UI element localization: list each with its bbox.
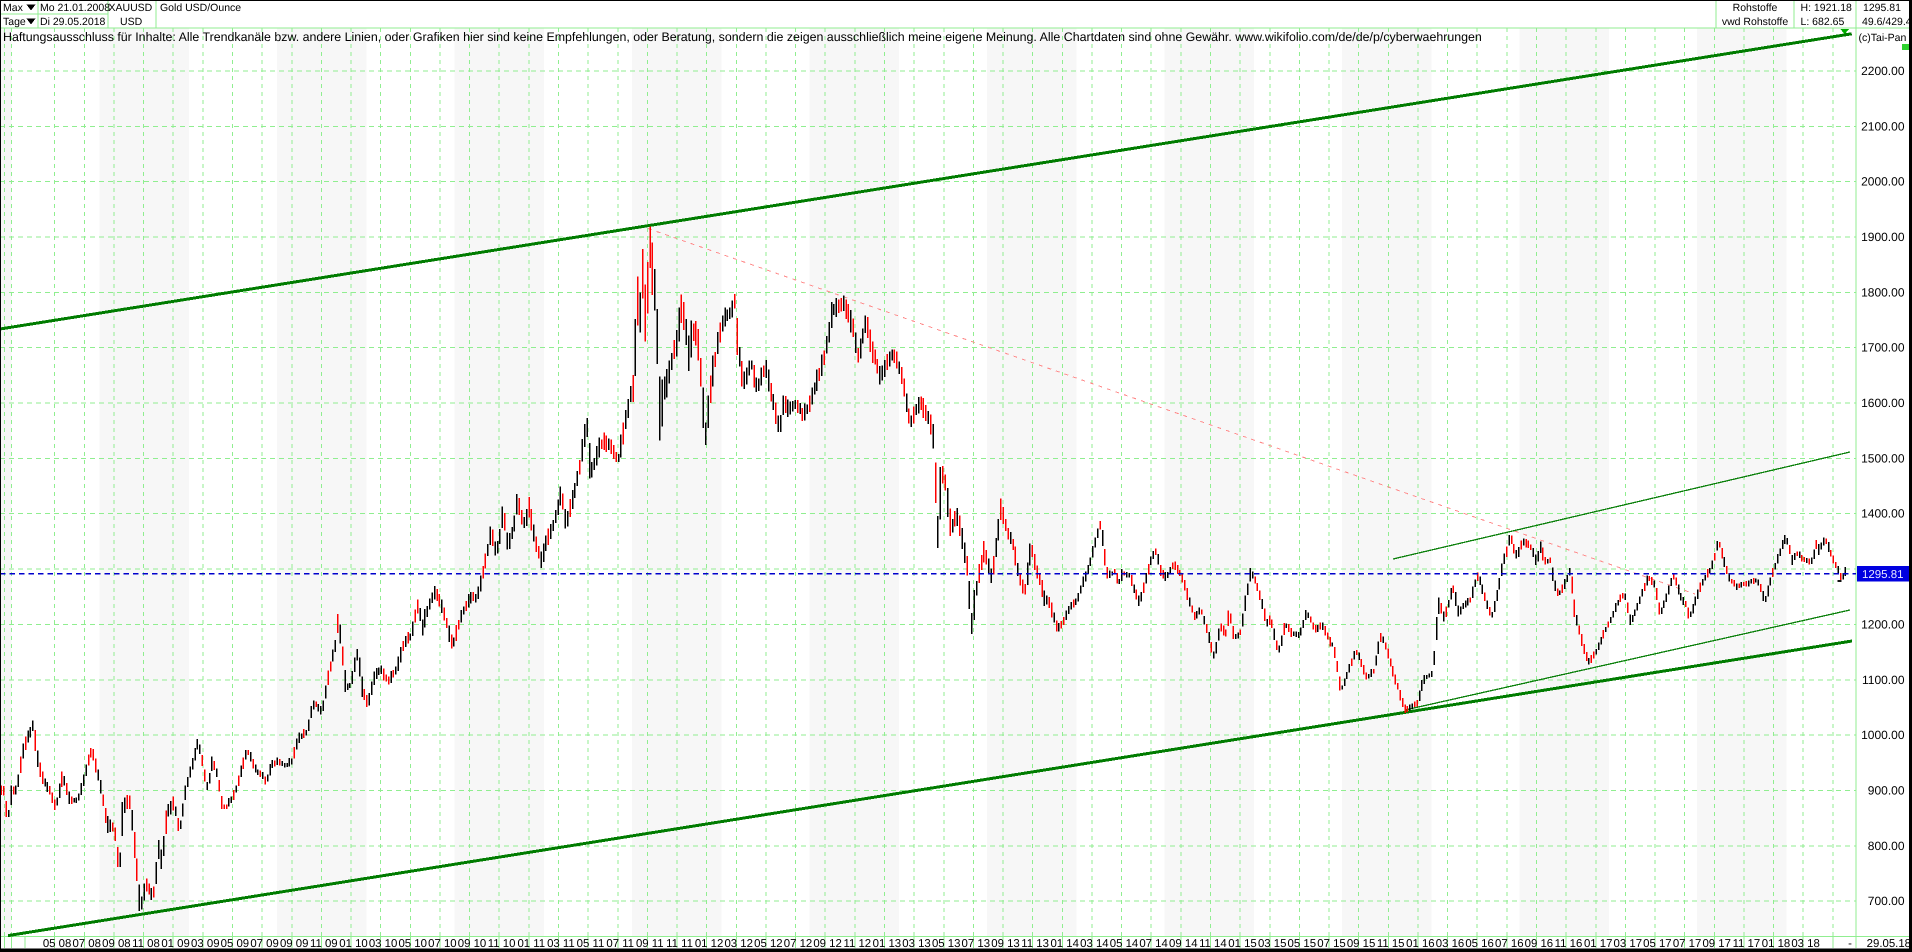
svg-text:49.6/429.4: 49.6/429.4 <box>1862 16 1912 28</box>
svg-text:09 15: 09 15 <box>1347 938 1376 950</box>
svg-text:01 12: 01 12 <box>695 938 724 950</box>
svg-text:05 10: 05 10 <box>398 938 427 950</box>
svg-text:07 11: 07 11 <box>606 938 634 950</box>
svg-text:03 17: 03 17 <box>1614 938 1643 950</box>
svg-text:05 09: 05 09 <box>221 938 250 950</box>
svg-text:09 16: 09 16 <box>1525 938 1554 950</box>
svg-text:11 08: 11 08 <box>132 938 160 950</box>
svg-text:09 17: 09 17 <box>1702 938 1731 950</box>
svg-text:05 12: 05 12 <box>754 938 783 950</box>
svg-text:09 14: 09 14 <box>1169 938 1198 950</box>
svg-text:03 16: 03 16 <box>1436 938 1465 950</box>
svg-text:03 14: 03 14 <box>1080 938 1109 950</box>
svg-text:03 10: 03 10 <box>369 938 398 950</box>
svg-text:07 16: 07 16 <box>1495 938 1524 950</box>
svg-text:01 17: 01 17 <box>1584 938 1613 950</box>
svg-text:11 14: 11 14 <box>1199 938 1227 950</box>
svg-text:11 12: 11 12 <box>843 938 871 950</box>
svg-text:900.00: 900.00 <box>1868 784 1905 798</box>
svg-text:11 16: 11 16 <box>1555 938 1583 950</box>
svg-text:07 14: 07 14 <box>1139 938 1168 950</box>
svg-text:01 11: 01 11 <box>517 938 545 950</box>
svg-text:1800.00: 1800.00 <box>1861 285 1905 299</box>
svg-text:01 09: 01 09 <box>161 938 190 950</box>
svg-text:09 11: 09 11 <box>636 938 664 950</box>
svg-text:vwd Rohstoffe: vwd Rohstoffe <box>1722 16 1789 28</box>
svg-text:01 15: 01 15 <box>1228 938 1257 950</box>
svg-text:07 09: 07 09 <box>250 938 279 950</box>
svg-text:11 09: 11 09 <box>310 938 338 950</box>
svg-text:29.05.18: 29.05.18 <box>1867 938 1911 950</box>
svg-text:03 09: 03 09 <box>191 938 220 950</box>
svg-text:07 08: 07 08 <box>72 938 101 950</box>
svg-text:05 14: 05 14 <box>1110 938 1139 950</box>
svg-text:01 18: 01 18 <box>1762 938 1791 950</box>
svg-text:07 12: 07 12 <box>784 938 813 950</box>
svg-text:07 15: 07 15 <box>1317 938 1346 950</box>
svg-text:700.00: 700.00 <box>1868 894 1905 908</box>
svg-text:11 17: 11 17 <box>1733 938 1761 950</box>
svg-text:11 11: 11 11 <box>666 938 693 950</box>
svg-text:800.00: 800.00 <box>1868 839 1905 853</box>
svg-text:07 10: 07 10 <box>428 938 457 950</box>
svg-text:11 10: 11 10 <box>488 938 516 950</box>
svg-text:07 13: 07 13 <box>962 938 991 950</box>
svg-text:-: - <box>1848 938 1852 950</box>
svg-text:1700.00: 1700.00 <box>1861 341 1905 355</box>
svg-text:Rohstoffe: Rohstoffe <box>1733 2 1778 14</box>
svg-text:2100.00: 2100.00 <box>1861 119 1905 133</box>
svg-text:Haftungsausschluss für Inhalte: Haftungsausschluss für Inhalte: Alle Tre… <box>3 30 1482 44</box>
svg-text:05 11: 05 11 <box>577 938 605 950</box>
svg-text:1900.00: 1900.00 <box>1861 230 1905 244</box>
svg-text:03 11: 03 11 <box>547 938 575 950</box>
svg-text:03 15: 03 15 <box>1258 938 1287 950</box>
svg-text:1400.00: 1400.00 <box>1861 507 1905 521</box>
svg-text:03 12: 03 12 <box>724 938 753 950</box>
svg-text:1500.00: 1500.00 <box>1861 451 1905 465</box>
svg-text:1000.00: 1000.00 <box>1861 728 1905 742</box>
svg-text:01 14: 01 14 <box>1050 938 1079 950</box>
svg-text:05 16: 05 16 <box>1465 938 1494 950</box>
svg-text:Max: Max <box>3 2 24 14</box>
svg-text:1200.00: 1200.00 <box>1861 617 1905 631</box>
svg-text:(c)Tai-Pan: (c)Tai-Pan <box>1859 32 1907 44</box>
svg-text:1100.00: 1100.00 <box>1862 673 1905 687</box>
svg-text:05 08: 05 08 <box>43 938 72 950</box>
svg-text:03 18: 03 18 <box>1791 938 1820 950</box>
svg-text:Tage: Tage <box>3 16 26 28</box>
svg-text:11 15: 11 15 <box>1377 938 1405 950</box>
svg-text:Mo 21.01.2008: Mo 21.01.2008 <box>40 2 110 14</box>
svg-text:07 17: 07 17 <box>1673 938 1702 950</box>
svg-text:09 08: 09 08 <box>102 938 131 950</box>
svg-text:09 10: 09 10 <box>458 938 487 950</box>
svg-text:USD: USD <box>120 16 143 28</box>
svg-text:01 13: 01 13 <box>873 938 902 950</box>
svg-text:XAUUSD: XAUUSD <box>109 2 153 14</box>
svg-text:09 12: 09 12 <box>813 938 842 950</box>
svg-text:1295.81: 1295.81 <box>1862 569 1904 581</box>
svg-text:L: 682.65: L: 682.65 <box>1801 16 1845 28</box>
svg-text:09 13: 09 13 <box>991 938 1020 950</box>
svg-text:01 10: 01 10 <box>339 938 368 950</box>
svg-text:11 13: 11 13 <box>1021 938 1049 950</box>
svg-text:03 13: 03 13 <box>902 938 931 950</box>
svg-text:05 17: 05 17 <box>1643 938 1672 950</box>
svg-text:05 13: 05 13 <box>932 938 961 950</box>
svg-text:05 15: 05 15 <box>1288 938 1317 950</box>
svg-text:H: 1921.18: H: 1921.18 <box>1801 2 1853 14</box>
svg-text:09 09: 09 09 <box>280 938 309 950</box>
svg-text:2000.00: 2000.00 <box>1861 175 1905 189</box>
svg-text:1600.00: 1600.00 <box>1861 396 1905 410</box>
svg-text:Di 29.05.2018: Di 29.05.2018 <box>40 16 106 28</box>
svg-text:2200.00: 2200.00 <box>1861 64 1905 78</box>
svg-text:Gold USD/Ounce: Gold USD/Ounce <box>160 2 241 14</box>
svg-text:1295.81: 1295.81 <box>1863 2 1901 14</box>
svg-text:01 16: 01 16 <box>1406 938 1435 950</box>
